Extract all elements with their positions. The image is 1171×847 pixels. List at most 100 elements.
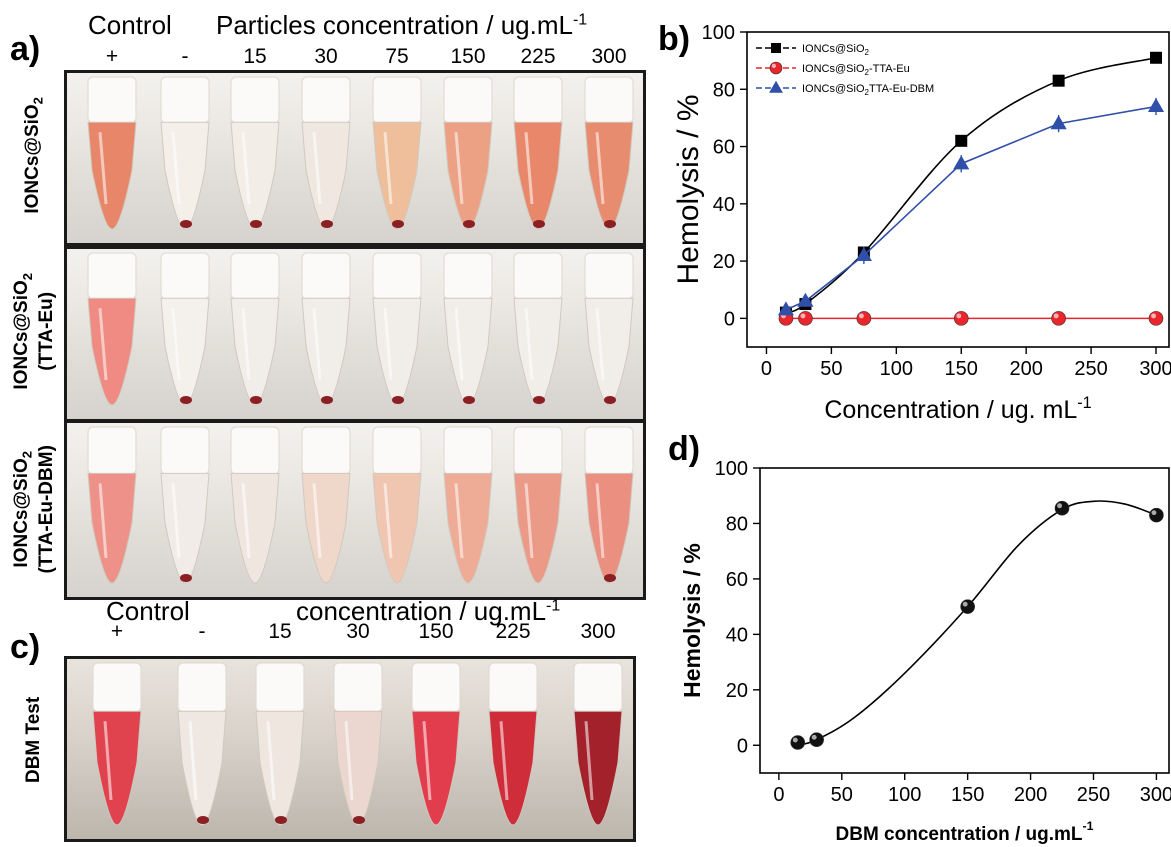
chart-b-ylabel: Hemolysis / %	[672, 94, 705, 284]
photo-row-ionccs-sio2-tta-eu-pellet-4	[392, 396, 404, 404]
photo-row-ionccs-sio2-tta-eu-dbm	[64, 420, 646, 600]
photo-row-ionccs-sio2-tube-4	[372, 76, 422, 230]
photo-row-ionccs-sio2-tube-3	[301, 76, 351, 230]
panel-c-col-2: 15	[268, 620, 292, 643]
panel-a-control-label: Control	[88, 10, 172, 40]
chart-d-xtick-label-5: 250	[1077, 784, 1110, 806]
photo-row-dbm-test-pellet-2	[275, 816, 287, 824]
photo-row-ionccs-sio2-tta-eu-pellet-7	[604, 396, 616, 404]
chart-d-point-2-highlight	[962, 601, 968, 607]
photo-row-ionccs-sio2-tta-eu-tube-1	[160, 252, 210, 406]
row-label-ionccs-sio2-tta-eu: IONCs@SiO2 (TTA-Eu)	[10, 246, 57, 416]
chart-b-ytick-label-0: 0	[724, 308, 735, 330]
photo-row-ionccs-sio2-tube-1	[160, 76, 210, 230]
chart-b-xtick-label-6: 300	[1139, 358, 1171, 380]
row-label-dbm-test: DBM Test	[23, 696, 45, 784]
photo-row-ionccs-sio2-tta-eu-dbm-pellet-7	[604, 574, 616, 582]
photo-row-dbm-test-pellet-3	[353, 816, 365, 824]
photo-row-ionccs-sio2-tta-eu-dbm-tube-6	[513, 426, 563, 584]
photo-row-dbm-test-tube-3	[333, 662, 383, 826]
photo-row-ionccs-sio2-tta-eu-pellet-5	[463, 396, 475, 404]
photo-row-ionccs-sio2-tta-eu-dbm-tube-3	[301, 426, 351, 584]
panel-c-letter: c)	[10, 628, 41, 666]
panel-d-letter: d)	[668, 430, 701, 468]
chart-b-series-1-point-5-highlight	[1151, 313, 1157, 319]
row-label-3-line2: (TTA-Eu-DBM)	[35, 444, 57, 574]
chart-b-series-2-point-1	[797, 292, 814, 307]
panel-a-col-5: 150	[450, 45, 486, 68]
chart-d-point-2	[960, 599, 975, 614]
legend-b-marker-2	[769, 80, 783, 93]
chart-b-series-1-point-4	[1051, 311, 1066, 326]
chart-b-xtick-label-2: 100	[880, 358, 913, 380]
panel-c-col-5: 225	[495, 620, 531, 643]
photo-row-ionccs-sio2-pellet-5	[463, 220, 475, 228]
chart-b-series-1-point-3-highlight	[956, 313, 962, 319]
photo-row-ionccs-sio2-tta-eu-pellet-6	[533, 396, 545, 404]
panel-a-concentration-sup: -1	[572, 11, 588, 29]
panel-a-col-0: +	[105, 45, 119, 68]
chart-b-xtick-label-4: 200	[1009, 358, 1042, 380]
panel-c-col-3: 30	[346, 620, 370, 643]
photo-row-ionccs-sio2-tube-7	[584, 76, 634, 230]
chart-d-fit-curve	[797, 500, 1157, 747]
photo-row-ionccs-sio2-tta-eu-dbm-tube-1	[160, 426, 210, 584]
chart-b-series-0-line	[785, 56, 1157, 314]
panel-c-col-4: 150	[418, 620, 454, 643]
chart-d-point-3-highlight	[1057, 503, 1063, 509]
chart-b-series-1-point-1-highlight	[800, 313, 806, 319]
panel-b-letter: b)	[658, 20, 691, 58]
row-label-2-text: IONCs@SiO	[10, 279, 32, 390]
row-label-2-sub: 2	[19, 272, 35, 280]
photo-row-ionccs-sio2-tta-eu-dbm-tubes	[87, 426, 634, 584]
photo-row-ionccs-sio2-tta-eu-tube-4	[372, 252, 422, 406]
chart-d-xtick-label-6: 300	[1140, 784, 1171, 806]
row-label-1-text: IONCs@SiO	[21, 103, 43, 214]
chart-b-series-2-point-0	[777, 301, 795, 316]
chart-b-xtick-label-1: 50	[820, 358, 842, 380]
photo-row-dbm-test-tubes	[92, 662, 623, 826]
photo-row-ionccs-sio2-tta-eu	[64, 246, 646, 422]
photo-row-ionccs-sio2-tta-eu-tube-5	[443, 252, 493, 406]
chart-b-series-1-point-5	[1148, 311, 1164, 326]
chart-d-point-4	[1149, 507, 1164, 523]
photo-row-ionccs-sio2-tta-eu-tube-6	[513, 252, 563, 406]
chart-b-ytick-label-1: 20	[713, 251, 735, 273]
photo-row-ionccs-sio2-tta-eu-pellet-2	[250, 396, 262, 404]
photo-row-ionccs-sio2-pellet-4	[392, 220, 404, 228]
chart-b-xtick-label-3: 150	[945, 358, 978, 380]
panel-a-col-6: 225	[520, 45, 556, 68]
panel-a-col-4: 75	[385, 45, 409, 68]
photo-row-ionccs-sio2-pellet-6	[533, 220, 545, 228]
photo-row-ionccs-sio2-tta-eu-pellet-1	[180, 396, 192, 404]
legend-b-label-1: IONCs@SiO2-TTA-Eu	[802, 63, 910, 77]
photo-row-ionccs-sio2-tubes	[87, 76, 634, 230]
chart-b-ytick-label-3: 60	[713, 137, 735, 159]
panel-a-col-1: -	[181, 45, 189, 68]
photo-row-ionccs-sio2-tube-6	[513, 76, 563, 230]
photo-row-ionccs-sio2-pellet-1	[180, 220, 192, 228]
chart-d-xlabel: DBM concentration / ug.mL-1	[836, 819, 1094, 845]
panel-a-letter: a)	[10, 30, 41, 68]
panel-a-col-7: 300	[591, 45, 627, 68]
chart-b-series-2-point-5	[1147, 98, 1165, 113]
chart-d-ytick-label-0: 0	[737, 735, 748, 757]
panel-c-concentration-text: concentration / ug.mL	[296, 596, 547, 626]
chart-b-series-2-point-4	[1050, 115, 1067, 130]
photo-row-ionccs-sio2-pellet-3	[321, 220, 333, 228]
chart-d-point-1	[809, 732, 824, 748]
chart-d-ytick-label-4: 80	[726, 513, 748, 535]
legend-b-label-0: IONCs@SiO2	[802, 43, 870, 57]
photo-row-dbm-test-tube-2	[255, 662, 305, 826]
photo-row-dbm-test-tube-1	[177, 662, 227, 826]
chart-b-series-0-point-4	[1052, 74, 1065, 87]
chart-b-series-0-point-5	[1150, 51, 1163, 64]
chart-b-xtick-label-0: 0	[761, 358, 772, 380]
photo-row-ionccs-sio2-pellet-7	[604, 220, 616, 228]
photo-row-dbm-test-pellet-1	[197, 816, 209, 824]
chart-d-point-0	[790, 735, 806, 750]
chart-b-series-1-point-4-highlight	[1053, 313, 1059, 319]
chart-d-ylabel: Hemolysis / %	[679, 543, 705, 698]
chart-b-xtick-label-5: 250	[1074, 358, 1107, 380]
photo-row-ionccs-sio2-tta-eu-dbm-tube-7	[584, 426, 634, 584]
